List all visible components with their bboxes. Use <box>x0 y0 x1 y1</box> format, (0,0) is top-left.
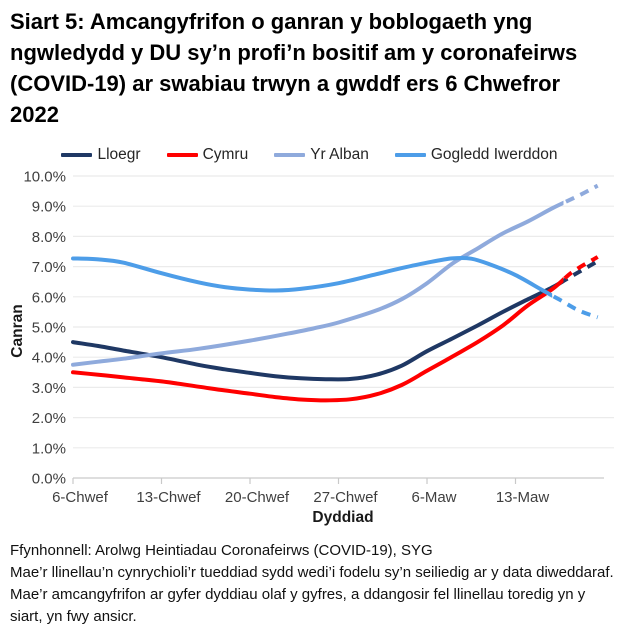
x-tick-label: 6-Chwef <box>52 489 109 506</box>
x-axis-title: Dyddiad <box>312 509 373 526</box>
uncertainty-note: Mae’r llinellau’n cynrychioli’r tueddiad… <box>10 564 614 625</box>
legend-label: Gogledd Iwerddon <box>430 146 558 163</box>
y-tick-label: 10.0% <box>23 169 66 186</box>
x-tick-label: 27-Chwef <box>313 489 378 506</box>
y-tick-label: 4.0% <box>32 350 66 367</box>
series-line-gogledd-iwerddon <box>71 255 553 298</box>
legend-swatch-lloegr <box>61 153 93 157</box>
y-tick-label: 0.0% <box>32 471 66 488</box>
series-line-cymru <box>71 276 564 403</box>
y-tick-label: 3.0% <box>32 380 66 397</box>
legend-label: Lloegr <box>97 146 141 163</box>
x-tick-label: 20-Chwef <box>225 489 290 506</box>
y-tick-label: 1.0% <box>32 440 66 457</box>
legend-label: Cymru <box>202 146 249 163</box>
legend-item-cymru: Cymru <box>166 146 249 164</box>
series-line-yr-alban <box>71 200 564 367</box>
x-tick-label: 13-Maw <box>496 489 550 506</box>
y-tick-label: 7.0% <box>32 259 66 276</box>
y-tick-label: 6.0% <box>32 289 66 306</box>
footer: Ffynhonnell: Arolwg Heintiadau Coronafei… <box>10 540 616 628</box>
y-axis-title: Canran <box>9 304 26 357</box>
legend-swatch-gogledd-iwerddon <box>394 153 426 157</box>
y-tick-label: 8.0% <box>32 229 66 246</box>
legend-swatch-yr-alban <box>274 153 306 157</box>
legend-item-yr-alban: Yr Alban <box>274 146 369 164</box>
y-tick-label: 9.0% <box>32 199 66 216</box>
legend-swatch-cymru <box>166 153 198 157</box>
legend-item-gogledd-iwerddon: Gogledd Iwerddon <box>394 146 558 164</box>
y-tick-label: 2.0% <box>32 410 66 427</box>
source-note: Ffynhonnell: Arolwg Heintiadau Coronafei… <box>10 542 433 559</box>
legend: Lloegr Cymru Yr Alban Gogledd Iwerddon <box>0 146 619 164</box>
legend-item-lloegr: Lloegr <box>61 146 141 164</box>
series-line-lloegr <box>71 278 564 382</box>
x-tick-label: 13-Chwef <box>136 489 201 506</box>
y-tick-label: 5.0% <box>32 320 66 337</box>
legend-label: Yr Alban <box>310 146 369 163</box>
line-chart: 0.0% 1.0% 2.0% 3.0% 4.0% 5.0% 6.0% 7.0% 8.0% 9.0%… <box>9 169 614 526</box>
x-tick-label: 6-Maw <box>411 489 456 506</box>
chart-title: Siart 5: Amcangyfrifon o ganran y boblog… <box>10 9 578 127</box>
